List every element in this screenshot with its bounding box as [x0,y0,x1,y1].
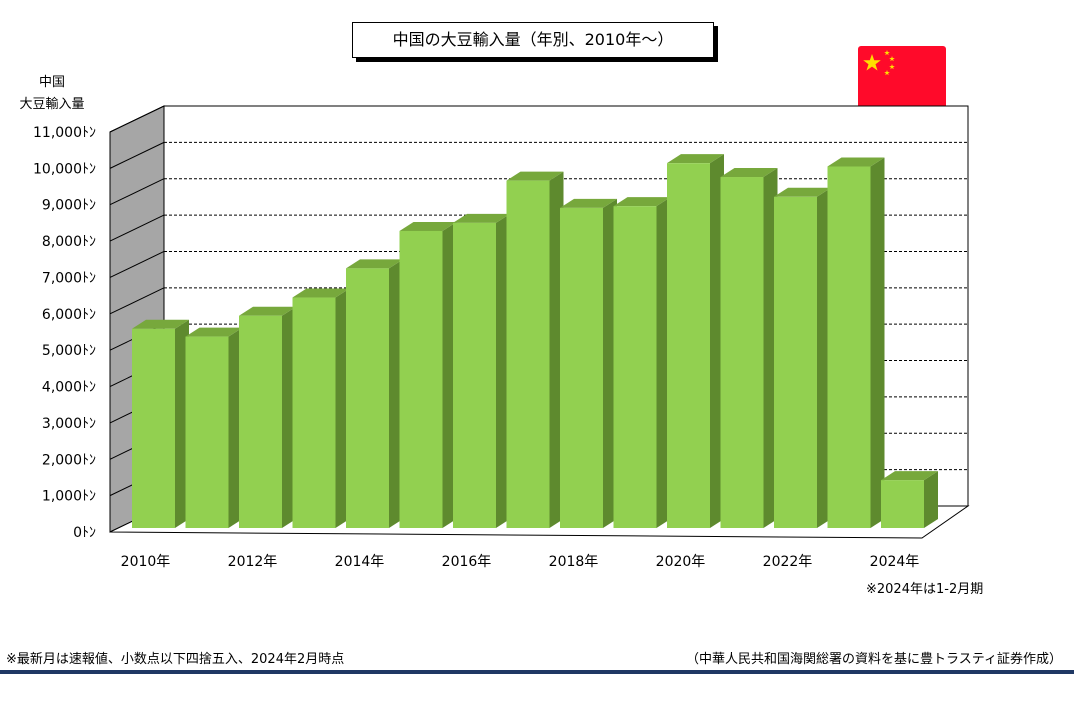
y-tick-label: 4,000ﾄﾝ [42,380,96,396]
bar-top [613,197,671,207]
bar-front [292,297,336,528]
x-tick-label: 2012年 [228,554,278,570]
y-tick-label: 1,000ﾄﾝ [42,489,96,505]
bar [132,319,189,528]
bar-top [881,471,938,481]
footer-note: ※最新月は速報値、小数点以下四捨五入、2024年2月時点 [6,652,345,667]
gridline-side [109,141,165,169]
bar-top [185,327,243,337]
bar-top [453,213,510,223]
bar-front [827,166,871,528]
gridline-side [109,178,165,206]
y-tick-label: 5,000ﾄﾝ [42,343,96,359]
bar-top [132,319,189,329]
bar-front [667,163,710,528]
x-tick-label: 2018年 [549,554,599,570]
x-tick-label: 2016年 [442,554,492,570]
x-tick-label: 2022年 [763,554,813,570]
bar-top [292,288,350,298]
gridline-side [109,214,165,242]
y-axis-label: 中国 大豆輸入量 [12,72,92,116]
y-tick-label: 3,000ﾄﾝ [42,416,96,432]
bar [774,187,831,529]
x-tick-label: 2014年 [335,554,385,570]
y-tick-label: 8,000ﾄﾝ [42,234,96,250]
gridline-side [109,287,165,315]
bar [827,157,885,528]
bar-top [827,157,885,167]
bar [560,198,617,528]
bar [346,259,403,528]
bar-front [132,328,175,528]
chart-title: 中国の大豆輸入量（年別、2010年～） [352,22,714,58]
bar-series [132,154,938,529]
footer-source: （中華人民共和国海関総署の資料を基に豊トラスティ証券作成） [686,652,1062,667]
bar [720,168,778,528]
x-tick-label: 2010年 [121,554,171,570]
x-tick-label: 2020年 [656,554,706,570]
gridline-side [109,105,165,133]
bar-side [870,157,885,528]
y-tick-label: 7,000ﾄﾝ [42,270,96,286]
bar-front [399,230,443,529]
bar-top [560,198,617,208]
bar-top [506,171,564,181]
bar-front [774,196,817,529]
bar-top [667,154,724,164]
flag-small-star [884,50,890,56]
bar [292,288,350,528]
bar [881,471,938,528]
flag-small-star [884,70,890,76]
x-tick-label: 2024年 [870,554,920,570]
y-tick-label: 6,000ﾄﾝ [42,307,96,323]
bar [667,154,724,528]
flag-field [858,46,946,110]
bar [506,171,564,529]
y-axis-label-line: 大豆輸入量 [19,97,85,112]
bar-front [560,207,603,528]
flag-small-star [889,56,895,62]
period-note: ※2024年は1-2月期 [866,582,984,597]
gridline-side [109,251,165,278]
bar-top [239,306,296,316]
china-flag-icon [858,46,946,110]
bar-top [346,259,403,269]
bar [613,197,671,529]
bar-front [881,480,924,528]
bar [399,221,457,529]
bar-front [506,180,550,529]
bar [185,327,243,528]
bar-front [453,222,496,528]
flag-large-star [863,54,881,71]
y-axis-ticks: 0ﾄﾝ 1,000ﾄﾝ 2,000ﾄﾝ 3,000ﾄﾝ 4,000ﾄﾝ 5,000ﾄﾝ 6,… [33,125,96,541]
bar-front [613,206,657,529]
bar-top [720,168,778,178]
footer-divider [0,670,1074,674]
bar-top [774,187,831,197]
y-tick-label: 2,000ﾄﾝ [42,452,96,468]
bar-front [185,336,229,528]
bar [239,306,296,528]
bar-front [720,177,764,528]
bar-top [399,221,457,231]
bar [453,213,510,528]
bar-side [924,471,938,528]
y-tick-label: 11,000ﾄﾝ [33,125,96,141]
y-tick-label: 10,000ﾄﾝ [33,161,96,177]
y-tick-label: 9,000ﾄﾝ [42,198,96,214]
y-tick-label: 0ﾄﾝ [73,525,96,541]
x-axis-ticks: 2010年 2012年 2014年 2016年 2018年 2020年 2022年 2024年 [121,554,920,570]
y-axis-label-line: 中国 [38,75,65,90]
bar-front [346,268,389,528]
flag-small-star [889,64,895,70]
bar-front [239,315,282,528]
